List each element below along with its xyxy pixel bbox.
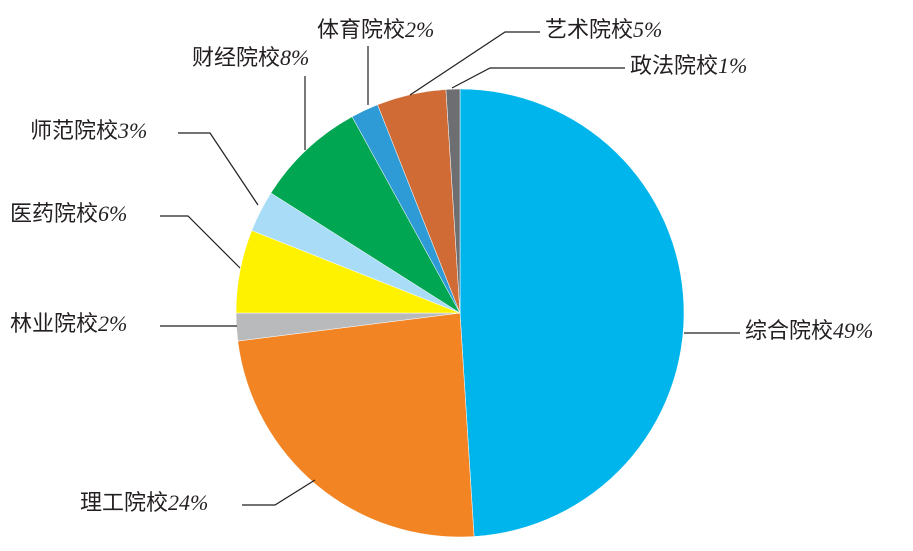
pie-slice <box>237 312 475 538</box>
value-label: 24% <box>168 490 208 515</box>
category-label: 综合院校 <box>745 318 833 343</box>
category-label: 艺术院校 <box>545 17 633 42</box>
category-label: 理工院校 <box>80 490 168 515</box>
value-label: 2% <box>98 311 127 336</box>
category-label: 财经院校 <box>192 45 280 70</box>
slice-label: 综合院校49% <box>745 318 873 343</box>
slice-label: 理工院校24% <box>80 490 208 515</box>
value-label: 2% <box>405 17 434 42</box>
category-label: 体育院校 <box>317 17 405 42</box>
slice-label: 艺术院校5% <box>545 17 662 42</box>
leader-line <box>160 215 241 269</box>
category-label: 医药院校 <box>10 201 98 226</box>
slice-label: 林业院校2% <box>10 311 127 336</box>
slice-label: 师范院校3% <box>30 118 147 143</box>
slice-label: 财经院校8% <box>192 45 309 70</box>
value-label: 49% <box>833 318 873 343</box>
value-label: 3% <box>117 118 147 143</box>
leader-line <box>242 479 316 506</box>
value-label: 1% <box>718 53 747 78</box>
category-label: 政法院校 <box>630 53 718 78</box>
slice-label: 体育院校2% <box>317 17 434 42</box>
category-label: 师范院校 <box>30 118 118 143</box>
pie-slice <box>459 88 685 537</box>
value-label: 6% <box>98 201 127 226</box>
pie-slice <box>445 88 461 314</box>
slice-label: 政法院校1% <box>630 53 747 78</box>
value-label: 5% <box>633 17 662 42</box>
category-label: 林业院校 <box>10 311 98 336</box>
value-label: 8% <box>280 45 309 70</box>
leader-line <box>178 132 259 206</box>
slice-label: 医药院校6% <box>10 201 127 226</box>
pie-slice <box>270 116 461 314</box>
leader-line <box>451 67 625 89</box>
leader-line <box>409 31 540 96</box>
